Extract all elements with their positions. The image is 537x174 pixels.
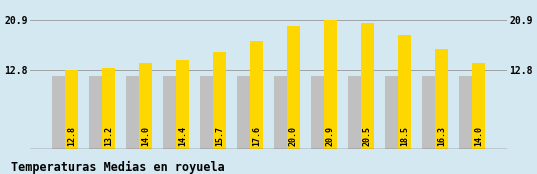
Text: 15.7: 15.7 xyxy=(215,126,224,146)
Text: 14.0: 14.0 xyxy=(141,126,150,146)
Bar xyxy=(237,76,250,149)
Bar xyxy=(311,76,324,149)
Text: 14.4: 14.4 xyxy=(178,126,187,146)
Bar xyxy=(361,23,374,149)
Bar xyxy=(385,76,398,149)
Bar xyxy=(65,70,78,149)
Bar xyxy=(52,76,65,149)
Text: 13.2: 13.2 xyxy=(104,126,113,146)
Bar xyxy=(213,52,226,149)
Text: 20.5: 20.5 xyxy=(363,126,372,146)
Bar xyxy=(287,26,300,149)
Text: 17.6: 17.6 xyxy=(252,126,261,146)
Bar xyxy=(472,63,485,149)
Bar xyxy=(126,76,139,149)
Text: 20.0: 20.0 xyxy=(289,126,298,146)
Bar xyxy=(89,76,102,149)
Text: 12.8: 12.8 xyxy=(67,126,76,146)
Bar xyxy=(459,76,472,149)
Bar xyxy=(348,76,361,149)
Bar xyxy=(139,63,152,149)
Bar xyxy=(176,60,189,149)
Bar xyxy=(398,35,411,149)
Bar xyxy=(102,68,115,149)
Text: 18.5: 18.5 xyxy=(400,126,409,146)
Bar xyxy=(274,76,287,149)
Text: 14.0: 14.0 xyxy=(474,126,483,146)
Bar xyxy=(324,20,337,149)
Bar xyxy=(422,76,435,149)
Text: Temperaturas Medias en royuela: Temperaturas Medias en royuela xyxy=(11,161,224,174)
Text: 20.9: 20.9 xyxy=(326,126,335,146)
Bar xyxy=(250,41,263,149)
Bar xyxy=(200,76,213,149)
Bar xyxy=(435,49,448,149)
Text: 16.3: 16.3 xyxy=(437,126,446,146)
Bar xyxy=(163,76,176,149)
